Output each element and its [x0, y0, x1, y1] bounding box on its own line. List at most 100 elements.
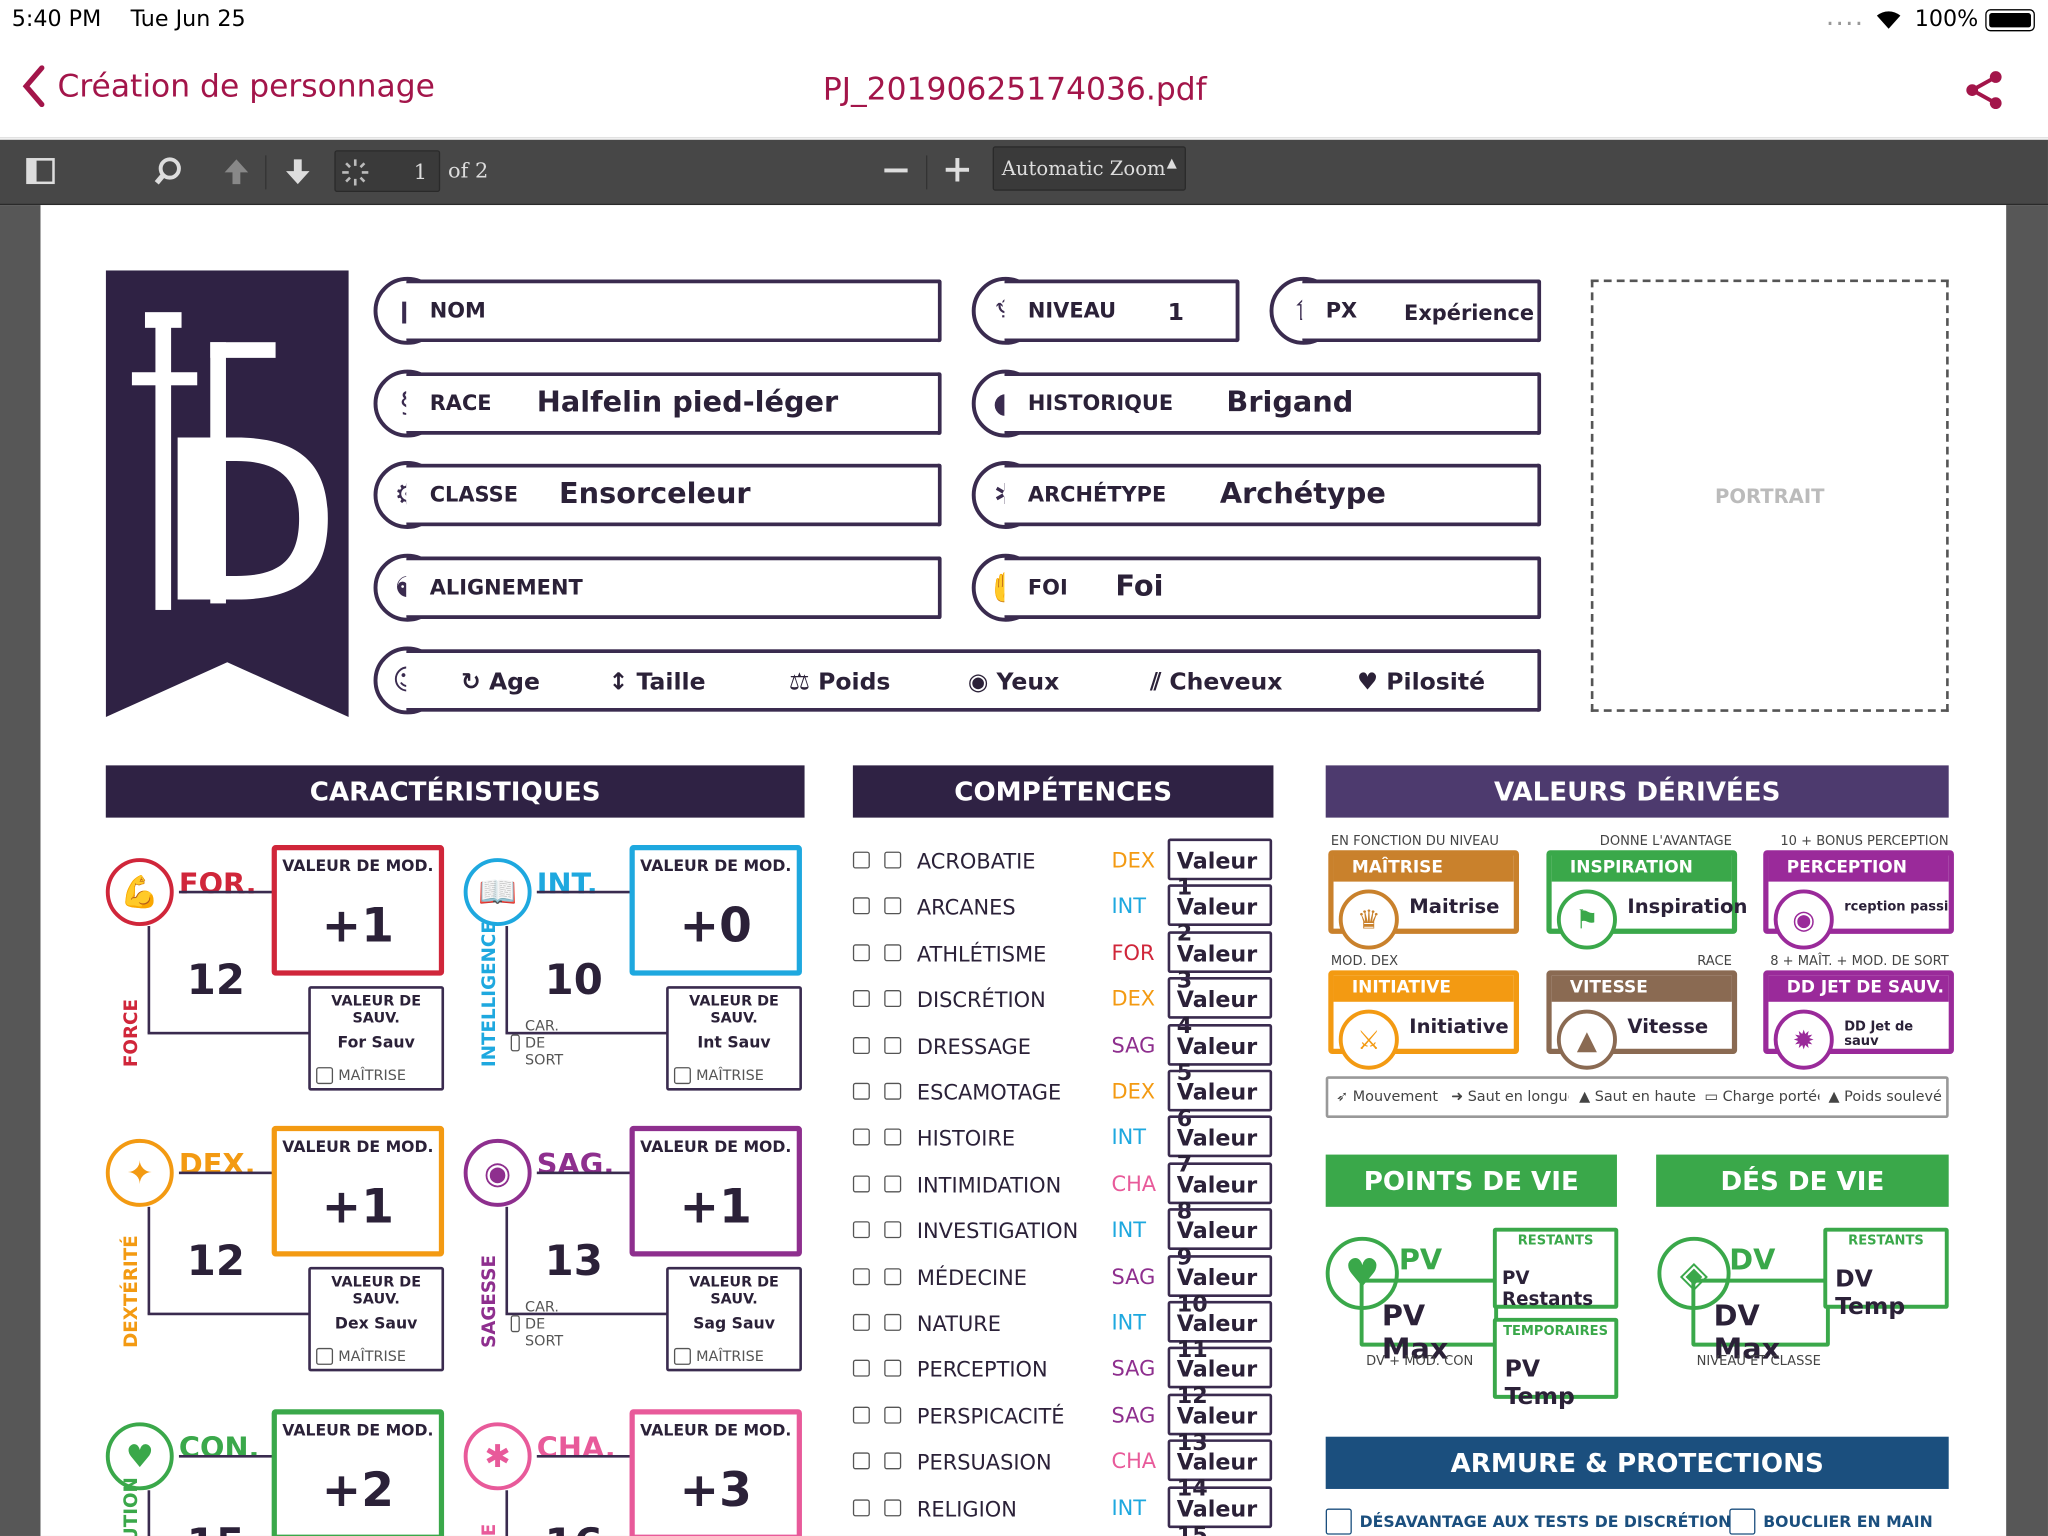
px-field[interactable]: PX Expérience	[1302, 279, 1542, 343]
page-number-input[interactable]: 1	[334, 150, 441, 192]
derived-value-box[interactable]: DD JET DE SAUV. ✹ DD Jet de sauv	[1763, 970, 1954, 1070]
skill-expertise-checkbox[interactable]	[884, 851, 902, 869]
skill-value[interactable]: Valeur 3	[1167, 930, 1273, 994]
share-icon[interactable]	[1964, 71, 2006, 110]
skill-proficiency-checkbox[interactable]	[852, 1313, 870, 1331]
skill-proficiency-checkbox[interactable]	[852, 1452, 870, 1470]
nom-field[interactable]: NOM	[406, 279, 942, 343]
saving-throw-box[interactable]: VALEUR DE SAUV. Int Sauv MAÎTRISE	[666, 986, 802, 1091]
maitrise-option[interactable]: MAÎTRISE	[316, 1067, 406, 1085]
skill-expertise-checkbox[interactable]	[884, 1360, 902, 1378]
skill-proficiency-checkbox[interactable]	[852, 1498, 870, 1516]
pv-temp-box[interactable]: TEMPORAIRES PV Temp	[1492, 1317, 1619, 1411]
dv-max-box[interactable]: DV Max	[1691, 1278, 1830, 1366]
skill-expertise-checkbox[interactable]	[884, 1082, 902, 1100]
skill-expertise-checkbox[interactable]	[884, 1313, 902, 1331]
skill-value[interactable]: Valeur 6	[1167, 1069, 1273, 1132]
skill-proficiency-checkbox[interactable]	[852, 1406, 870, 1424]
skill-value[interactable]: Valeur 1	[1167, 838, 1273, 901]
stat-score[interactable]: 12	[186, 954, 245, 1005]
skill-value[interactable]: Valeur 7	[1167, 1115, 1273, 1179]
skill-value[interactable]: Valeur 8	[1167, 1162, 1273, 1225]
skill-value[interactable]: Valeur 4	[1167, 977, 1273, 1040]
niveau-field[interactable]: NIVEAU 1	[1004, 279, 1240, 343]
modifier-box[interactable]: VALEUR DE MOD. +1	[629, 1125, 802, 1257]
derived-value-box[interactable]: PERCEPTION PASS.◉ rception passi	[1763, 850, 1954, 950]
skill-proficiency-checkbox[interactable]	[852, 1036, 870, 1054]
zoom-out-icon[interactable]	[884, 167, 908, 175]
derived-value-box[interactable]: MAÎTRISE ♛ Maitrise	[1328, 850, 1519, 950]
spell-stat-option[interactable]: CAR. DE SORT	[510, 1017, 571, 1068]
skill-proficiency-checkbox[interactable]	[852, 1267, 870, 1285]
skill-expertise-checkbox[interactable]	[884, 1128, 902, 1146]
skill-value[interactable]: Valeur 13	[1167, 1393, 1273, 1456]
spell-stat-checkbox[interactable]	[510, 1034, 520, 1052]
race-field[interactable]: RACE Halfelin pied-léger	[406, 372, 942, 435]
spell-stat-checkbox[interactable]	[510, 1315, 520, 1333]
physique-field[interactable]: ↻ Age ↕ Taille ⚖ Poids ◉ Yeux ⫽ Cheveux …	[406, 649, 1542, 712]
skill-expertise-checkbox[interactable]	[884, 1036, 902, 1054]
skill-expertise-checkbox[interactable]	[884, 1267, 902, 1285]
modifier-box[interactable]: VALEUR DE MOD. +1	[271, 1125, 445, 1257]
historique-field[interactable]: HISTORIQUE Brigand	[1004, 372, 1542, 435]
back-button[interactable]: Création de personnage	[21, 65, 435, 108]
skill-expertise-checkbox[interactable]	[884, 944, 902, 962]
skill-proficiency-checkbox[interactable]	[852, 990, 870, 1008]
modifier-box[interactable]: VALEUR DE MOD. +1	[271, 845, 445, 976]
skill-proficiency-checkbox[interactable]	[852, 851, 870, 869]
next-page-icon[interactable]	[283, 157, 312, 186]
modifier-box[interactable]: VALEUR DE MOD. +3	[629, 1409, 802, 1536]
bouclier-checkbox[interactable]	[1729, 1508, 1756, 1535]
saving-throw-box[interactable]: VALEUR DE SAUV. Dex Sauv MAÎTRISE	[308, 1266, 445, 1372]
skill-value[interactable]: Valeur 14	[1167, 1439, 1273, 1502]
modifier-box[interactable]: VALEUR DE MOD. +0	[629, 845, 802, 976]
skill-value[interactable]: Valeur 15	[1167, 1485, 1273, 1536]
desavantage-option[interactable]: DÉSAVANTAGE AUX TESTS DE DISCRÉTION	[1325, 1508, 1731, 1535]
skill-proficiency-checkbox[interactable]	[852, 1082, 870, 1100]
skill-value[interactable]: Valeur 10	[1167, 1254, 1273, 1317]
zoom-in-icon[interactable]	[945, 158, 970, 182]
saving-throw-box[interactable]: VALEUR DE SAUV. For Sauv MAÎTRISE	[308, 986, 445, 1091]
skill-value[interactable]: Valeur 2	[1167, 884, 1273, 947]
stat-score[interactable]: 15	[187, 1519, 245, 1536]
skill-expertise-checkbox[interactable]	[884, 990, 902, 1008]
maitrise-checkbox[interactable]	[316, 1347, 334, 1365]
search-icon[interactable]	[154, 157, 183, 186]
skill-expertise-checkbox[interactable]	[884, 1406, 902, 1424]
bouclier-option[interactable]: BOUCLIER EN MAIN	[1729, 1508, 1933, 1535]
skill-value[interactable]: Valeur 12	[1167, 1347, 1273, 1410]
foi-field[interactable]: FOI Foi	[1004, 556, 1542, 620]
maitrise-checkbox[interactable]	[316, 1067, 334, 1085]
skill-expertise-checkbox[interactable]	[884, 897, 902, 915]
saving-throw-box[interactable]: VALEUR DE SAUV. Sag Sauv MAÎTRISE	[666, 1266, 802, 1372]
stat-score[interactable]: 12	[186, 1235, 245, 1286]
maitrise-option[interactable]: MAÎTRISE	[316, 1347, 406, 1365]
maitrise-option[interactable]: MAÎTRISE	[673, 1347, 764, 1365]
desavantage-checkbox[interactable]	[1325, 1508, 1352, 1535]
sidebar-toggle-icon[interactable]	[26, 158, 55, 185]
classe-field[interactable]: CLASSE Ensorceleur	[406, 463, 942, 527]
alignement-field[interactable]: ALIGNEMENT	[406, 556, 942, 620]
skill-expertise-checkbox[interactable]	[884, 1221, 902, 1239]
skill-proficiency-checkbox[interactable]	[852, 1221, 870, 1239]
skill-value[interactable]: Valeur 9	[1167, 1208, 1273, 1271]
previous-page-icon[interactable]	[222, 157, 251, 186]
skill-proficiency-checkbox[interactable]	[852, 897, 870, 915]
maitrise-checkbox[interactable]	[673, 1067, 691, 1085]
skill-proficiency-checkbox[interactable]	[852, 1360, 870, 1378]
archetype-field[interactable]: ARCHÉTYPE Archétype	[1004, 463, 1542, 527]
skill-expertise-checkbox[interactable]	[884, 1452, 902, 1470]
stat-score[interactable]: 10	[544, 954, 603, 1005]
skill-proficiency-checkbox[interactable]	[852, 1175, 870, 1193]
stat-score[interactable]: 13	[544, 1235, 603, 1286]
skill-proficiency-checkbox[interactable]	[852, 1128, 870, 1146]
spell-stat-option[interactable]: CAR. DE SORT	[510, 1298, 571, 1349]
maitrise-option[interactable]: MAÎTRISE	[673, 1067, 764, 1085]
skill-expertise-checkbox[interactable]	[884, 1175, 902, 1193]
pv-restants-box[interactable]: RESTANTS PV Restants	[1492, 1227, 1619, 1310]
zoom-select[interactable]: Automatic Zoom ▲	[992, 146, 1186, 191]
maitrise-checkbox[interactable]	[673, 1347, 691, 1365]
portrait-box[interactable]: PORTRAIT	[1590, 279, 1949, 712]
derived-value-box[interactable]: INITIATIVE ⚔ Initiative	[1328, 970, 1519, 1070]
pv-max-box[interactable]: PV Max	[1359, 1278, 1499, 1366]
